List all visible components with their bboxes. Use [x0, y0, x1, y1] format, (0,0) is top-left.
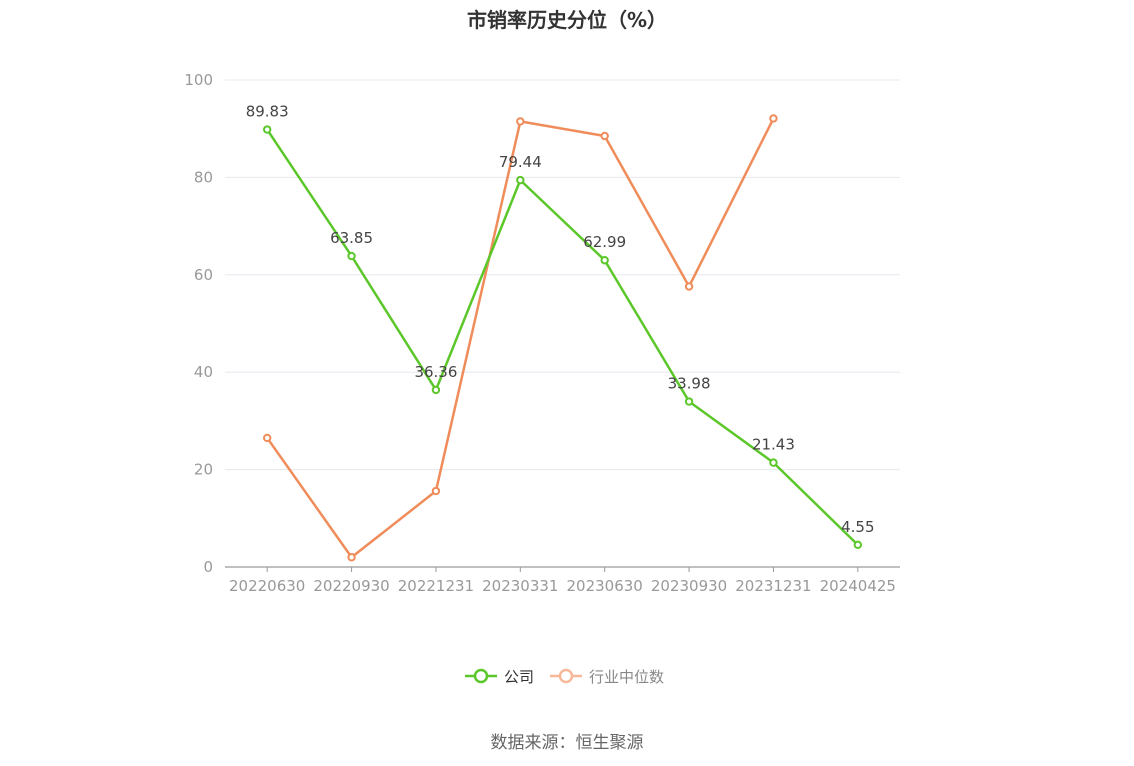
legend[interactable]: 公司 行业中位数: [465, 668, 664, 686]
data-label: 36.36: [414, 363, 457, 381]
x-tick-label: 20220630: [229, 577, 305, 595]
series-lines: [262, 114, 863, 562]
x-tick-label: 20221231: [398, 577, 474, 595]
data-point: [516, 117, 525, 126]
x-tick-label: 20230630: [567, 577, 643, 595]
data-label: 62.99: [583, 233, 626, 251]
grid-lines: [225, 79, 900, 471]
data-point: [684, 397, 694, 406]
x-tick-label: 20240425: [820, 577, 896, 595]
series-line-0: [266, 128, 859, 546]
x-tick-label: 20220930: [313, 577, 389, 595]
y-tick-label: 80: [194, 168, 213, 186]
data-source-note: 数据来源：恒生聚源: [490, 733, 644, 753]
data-point: [262, 433, 272, 443]
data-point: [853, 540, 863, 550]
y-tick-label: 100: [184, 71, 213, 89]
chart-title: 市销率历史分位（%）: [466, 8, 668, 32]
x-tick-label: 20230930: [651, 577, 727, 595]
y-tick-label: 40: [194, 363, 213, 381]
data-point: [769, 458, 778, 467]
legend-marker: [558, 668, 574, 684]
x-tick-label: 20231231: [735, 577, 811, 595]
data-point: [347, 251, 356, 261]
data-point: [600, 256, 609, 265]
data-label: 4.55: [841, 518, 874, 536]
y-tick-label: 0: [203, 558, 213, 576]
y-tick-label: 20: [194, 461, 213, 479]
data-point: [431, 385, 441, 395]
y-axis: 0 20 40 60 80 100: [184, 71, 213, 576]
legend-item-1[interactable]: 行业中位数: [550, 668, 664, 686]
data-point: [262, 125, 272, 134]
y-tick-label: 60: [194, 266, 213, 284]
x-axis: 20220630 20220930 20221231 20230331 20230630…: [225, 566, 900, 595]
legend-item-0[interactable]: 公司: [465, 668, 534, 686]
data-label: 21.43: [752, 436, 795, 454]
data-label: 79.44: [499, 153, 542, 171]
data-point: [769, 114, 778, 123]
legend-label: 公司: [504, 668, 534, 686]
data-point: [347, 553, 356, 562]
data-labels: 89.83 63.85 36.36 79.44 62.99 33.98 21.43 4.55: [246, 103, 875, 536]
data-point: [684, 282, 694, 291]
data-point: [431, 486, 441, 496]
data-point: [600, 131, 609, 141]
data-label: 63.85: [330, 229, 373, 247]
data-point: [516, 175, 525, 185]
data-label: 89.83: [246, 103, 289, 121]
legend-label: 行业中位数: [589, 668, 664, 686]
x-tick-label: 20230331: [482, 577, 558, 595]
data-label: 33.98: [668, 375, 711, 393]
legend-marker: [473, 668, 489, 684]
